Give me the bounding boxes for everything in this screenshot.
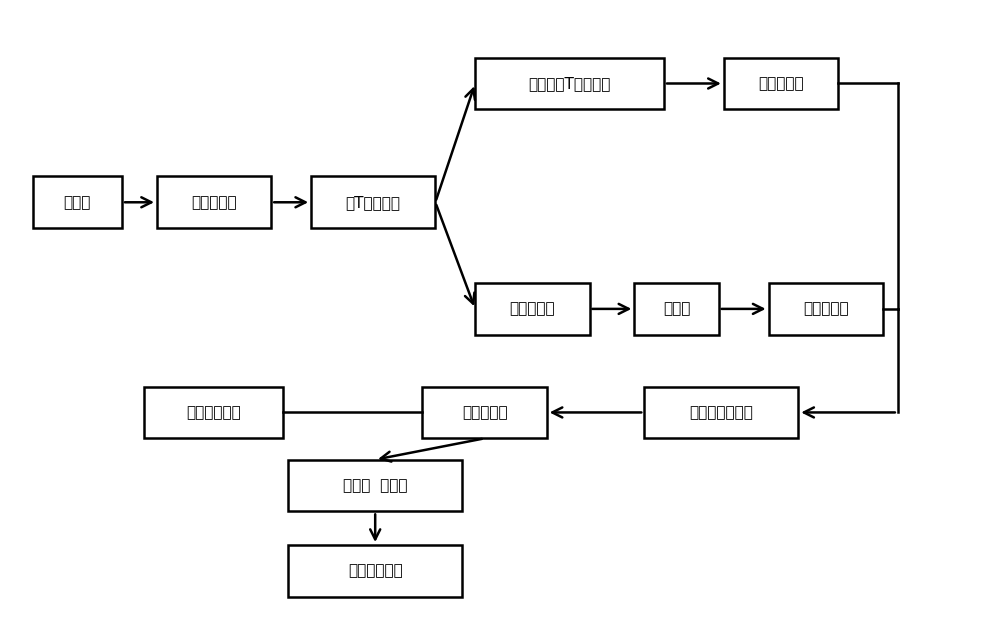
Text: 可调式桥T型衰减器: 可调式桥T型衰减器 xyxy=(528,76,611,91)
FancyBboxPatch shape xyxy=(475,283,590,335)
FancyBboxPatch shape xyxy=(288,460,462,511)
FancyBboxPatch shape xyxy=(33,177,122,228)
FancyBboxPatch shape xyxy=(311,177,435,228)
FancyBboxPatch shape xyxy=(422,387,547,438)
FancyBboxPatch shape xyxy=(157,177,271,228)
FancyBboxPatch shape xyxy=(144,387,283,438)
FancyBboxPatch shape xyxy=(475,58,664,110)
Text: 驻波比  相位移: 驻波比 相位移 xyxy=(343,478,407,493)
Text: 窄带滤波放大器: 窄带滤波放大器 xyxy=(689,405,753,420)
Text: 光电隔离器: 光电隔离器 xyxy=(803,301,848,316)
Text: 输出波信号: 输出波信号 xyxy=(462,405,507,420)
Text: 桥T型衰减器: 桥T型衰减器 xyxy=(346,195,401,210)
Text: 光电隔离器: 光电隔离器 xyxy=(758,76,804,91)
Text: 传感器: 传感器 xyxy=(663,301,690,316)
FancyBboxPatch shape xyxy=(644,387,798,438)
FancyBboxPatch shape xyxy=(724,58,838,110)
FancyBboxPatch shape xyxy=(634,283,719,335)
Text: 基准微波信号: 基准微波信号 xyxy=(186,405,241,420)
Text: 查表输出结果: 查表输出结果 xyxy=(348,563,403,579)
Text: 微波源: 微波源 xyxy=(64,195,91,210)
FancyBboxPatch shape xyxy=(769,283,883,335)
FancyBboxPatch shape xyxy=(288,545,462,597)
Text: 光电隔离器: 光电隔离器 xyxy=(191,195,237,210)
Text: 光电隔离器: 光电隔离器 xyxy=(510,301,555,316)
